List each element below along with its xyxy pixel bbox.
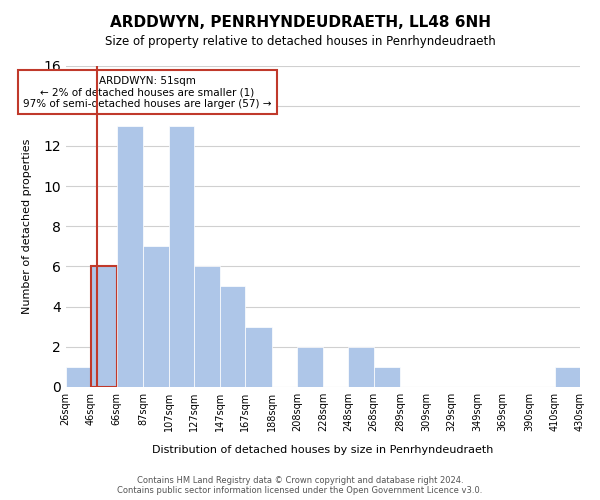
Bar [143,246,169,387]
Y-axis label: Number of detached properties: Number of detached properties [22,138,32,314]
X-axis label: Distribution of detached houses by size in Penrhyndeudraeth: Distribution of detached houses by size … [152,445,493,455]
Text: Contains HM Land Registry data © Crown copyright and database right 2024.
Contai: Contains HM Land Registry data © Crown c… [118,476,482,495]
Bar [169,126,194,387]
Text: ARDDWYN, PENRHYNDEUDRAETH, LL48 6NH: ARDDWYN, PENRHYNDEUDRAETH, LL48 6NH [110,15,491,30]
Bar [348,346,374,387]
Bar [245,326,272,387]
Bar [116,126,143,387]
Bar [554,367,580,387]
Bar [194,266,220,387]
Bar [298,346,323,387]
Bar [220,286,245,387]
Text: ARDDWYN: 51sqm
← 2% of detached houses are smaller (1)
97% of semi-detached hous: ARDDWYN: 51sqm ← 2% of detached houses a… [23,76,271,108]
Bar [65,367,91,387]
Bar [91,266,116,387]
Text: Size of property relative to detached houses in Penrhyndeudraeth: Size of property relative to detached ho… [104,35,496,48]
Bar [374,367,400,387]
